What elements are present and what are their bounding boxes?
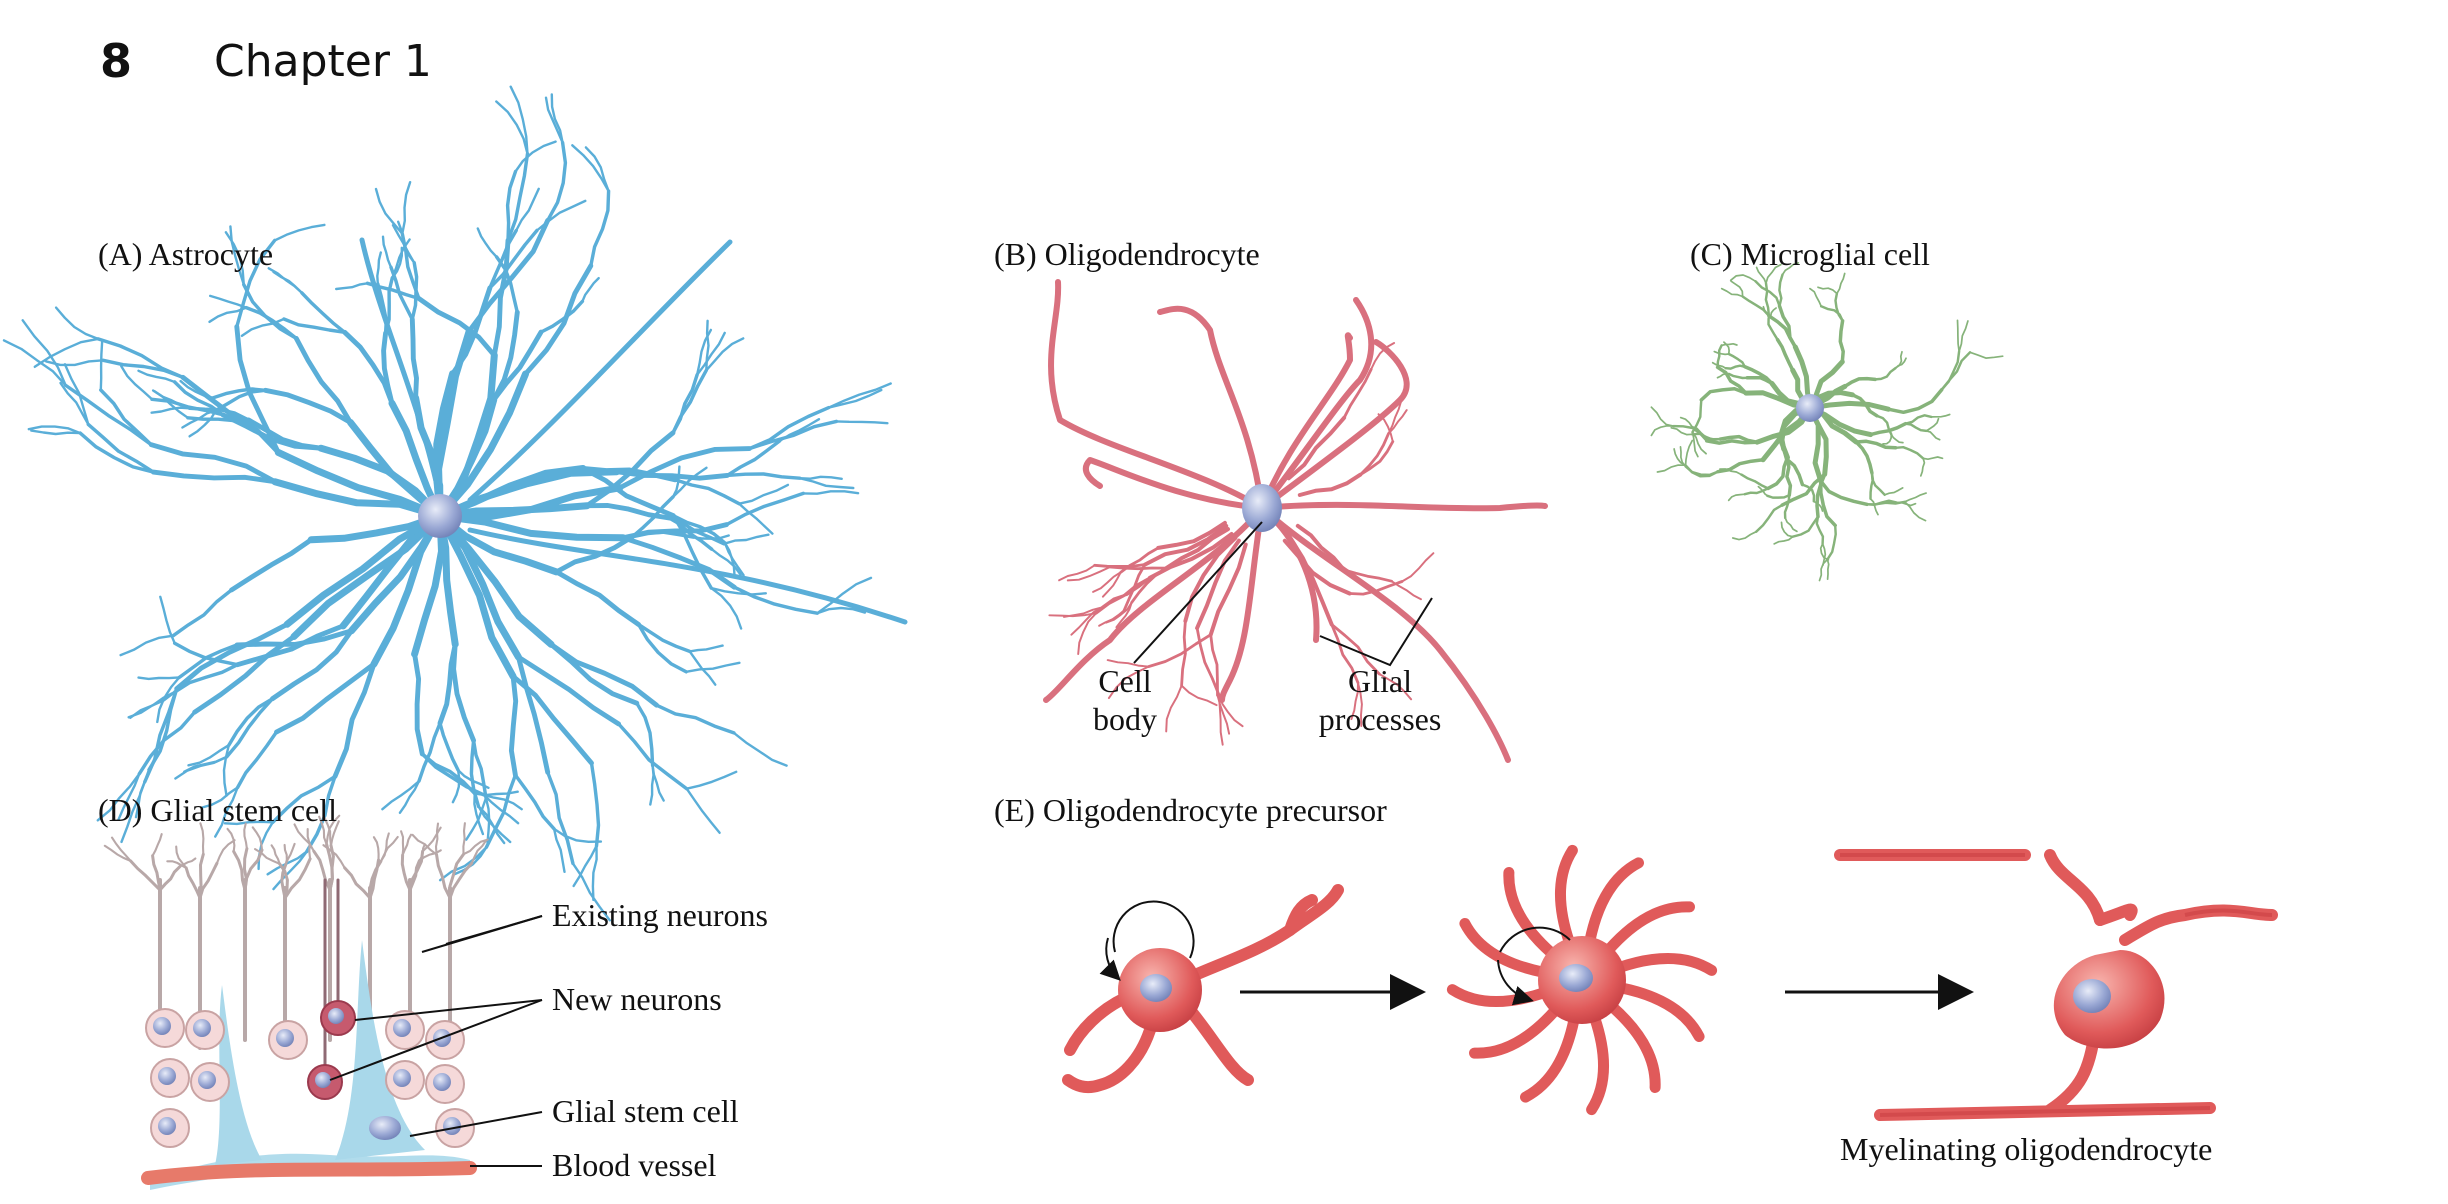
microglial-cell-body [1796,394,1824,422]
cell-body-callout: Cell body [1080,662,1170,738]
new-neurons-callout: New neurons [552,981,722,1017]
glial-processes-line1: Glial [1348,663,1412,699]
glial-stem-cell-callout: Glial stem cell [552,1093,739,1129]
existing-neurons-callout: Existing neurons [552,897,768,933]
oligodendrocyte-illustration [1043,279,1548,763]
blood-vessel-callout: Blood vessel [552,1147,717,1183]
astrocyte-illustration [2,85,908,922]
cell-body-line1: Cell [1098,663,1152,699]
page-number: 8 [100,34,133,88]
chapter-title: Chapter 1 [214,36,432,87]
microglial-illustration [1650,262,2004,582]
panel-c-label: (C) Microglial cell [1690,236,1930,272]
glial-stem-cell-leader-lines [329,915,543,1167]
precursor-sequence-illustration [1062,844,2278,1121]
cell-body-line2: body [1093,701,1157,737]
panel-b-label: (B) Oligodendrocyte [994,236,1260,272]
panel-d-label: (D) Glial stem cell [98,792,338,828]
panel-e-label: (E) Oligodendrocyte precursor [994,792,1387,828]
myelinating-callout: Myelinating oligodendrocyte [1840,1131,2213,1167]
glial-stem-cell-illustration [103,814,489,1190]
glial-processes-callout: Glial processes [1300,662,1460,738]
panel-a-label: (A) Astrocyte [98,236,274,272]
glial-processes-line2: processes [1318,701,1442,737]
astrocyte-cell-body [418,494,462,538]
oligodendrocyte-cell-body [1242,484,1282,532]
oligodendrocyte-leader-lines [1133,521,1433,667]
